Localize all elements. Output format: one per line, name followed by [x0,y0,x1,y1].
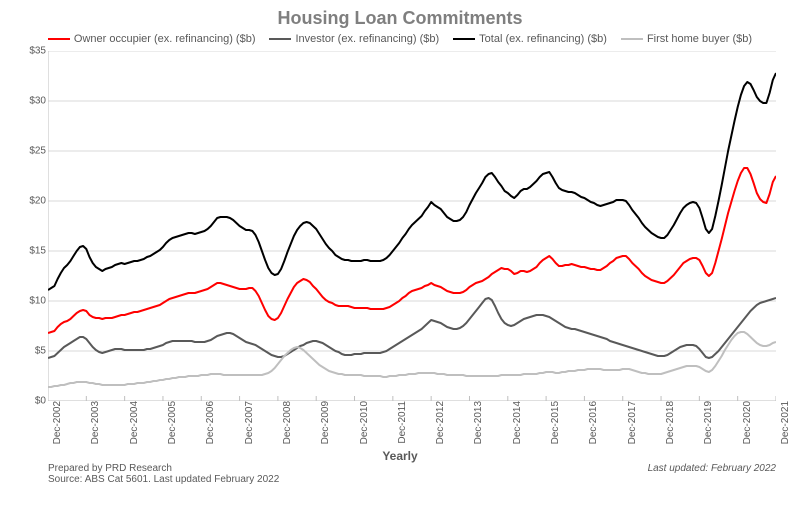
x-tick-label: Dec-2005 [167,401,178,444]
series-line [48,73,776,290]
x-tick-label: Dec-2011 [397,401,408,444]
x-tick-label: Dec-2019 [703,401,714,444]
x-tick-label: Dec-2008 [282,401,293,444]
legend-swatch [48,38,70,40]
x-tick-label: Dec-2012 [435,401,446,444]
x-tick-label: Dec-2010 [359,401,370,444]
x-tick-label: Dec-2003 [90,401,101,444]
x-tick-label: Dec-2016 [588,401,599,444]
footer-updated: Last updated: February 2022 [648,463,776,485]
x-tick-label: Dec-2004 [129,401,140,444]
x-tick-label: Dec-2020 [742,401,753,444]
y-tick-label: $15 [29,246,46,257]
footer-source: Source: ABS Cat 5601. Last updated Febru… [48,474,279,485]
x-axis-labels: Dec-2002 Dec-2003 Dec-2004 Dec-2005 Dec-2006… [48,401,776,463]
x-tick-label: Dec-2014 [512,401,523,444]
legend-item: Investor (ex. refinancing) ($b) [269,33,439,45]
series-line [48,298,776,358]
series-line [48,332,776,387]
y-tick-label: $35 [29,46,46,57]
x-tick-label: Dec-2015 [550,401,561,444]
x-tick-label: Dec-2013 [473,401,484,444]
y-tick-label: $0 [35,396,46,407]
legend-item: First home buyer ($b) [621,33,752,45]
x-tick-label: Dec-2017 [627,401,638,444]
legend-item: Total (ex. refinancing) ($b) [453,33,607,45]
y-tick-label: $5 [35,346,46,357]
x-tick-label: Dec-2018 [665,401,676,444]
legend-item: Owner occupier (ex. refinancing) ($b) [48,33,256,45]
chart-title: Housing Loan Commitments [0,8,800,29]
legend-swatch [269,38,291,40]
legend-label: Total (ex. refinancing) ($b) [479,33,607,45]
y-tick-label: $20 [29,196,46,207]
plot-area: $0$5$10$15$20$25$30$35 [48,51,776,401]
legend-label: First home buyer ($b) [647,33,752,45]
legend-label: Owner occupier (ex. refinancing) ($b) [74,33,256,45]
x-tick-label: Dec-2002 [52,401,63,444]
line-chart [48,51,776,401]
x-tick-label: Dec-2007 [244,401,255,444]
x-tick-label: Dec-2021 [780,401,791,444]
y-tick-label: $25 [29,146,46,157]
legend: Owner occupier (ex. refinancing) ($b) Inv… [0,33,800,45]
x-tick-label: Dec-2009 [320,401,331,444]
y-axis-labels: $0$5$10$15$20$25$30$35 [12,51,46,401]
y-tick-label: $10 [29,296,46,307]
legend-label: Investor (ex. refinancing) ($b) [295,33,439,45]
footer-prepared: Prepared by PRD Research [48,463,279,474]
legend-swatch [453,38,475,40]
chart-footer: Prepared by PRD Research Source: ABS Cat… [48,463,776,485]
x-tick-label: Dec-2006 [205,401,216,444]
legend-swatch [621,38,643,40]
y-tick-label: $30 [29,96,46,107]
